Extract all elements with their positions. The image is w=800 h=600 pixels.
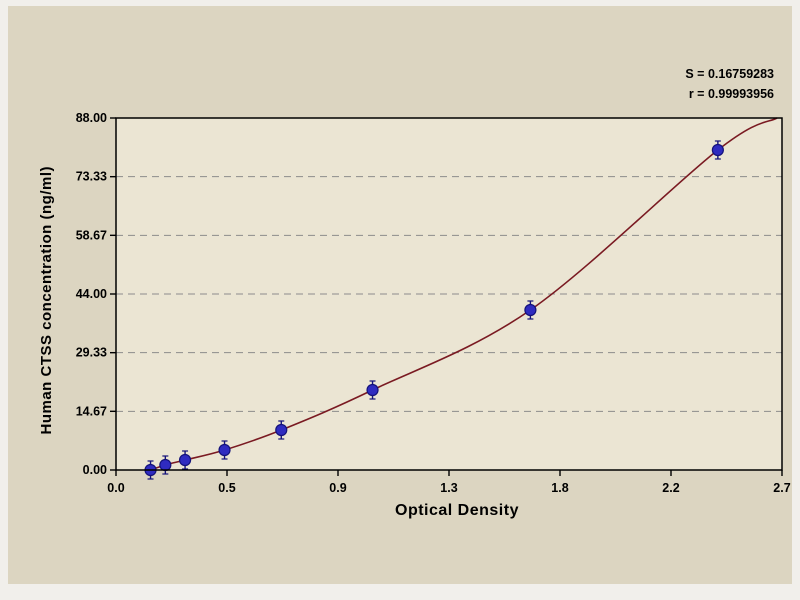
data-point — [178, 453, 192, 467]
data-point — [366, 383, 379, 397]
y-tick-label: 88.00 — [76, 111, 107, 125]
x-tick-label: 1.3 — [440, 481, 457, 495]
y-tick-label: 73.33 — [76, 170, 107, 184]
y-tick-label: 14.67 — [76, 404, 107, 418]
y-tick-label: 44.00 — [76, 287, 107, 301]
fit-curve — [150, 117, 778, 471]
fit-s-value: S = 0.16759283 — [685, 67, 774, 81]
chart-panel: 0.0 0.5 0.9 1.3 1.8 2.2 2.7 0.00 14.67 29.33 44.00… — [8, 6, 792, 584]
data-point — [159, 458, 172, 472]
data-point — [218, 443, 231, 457]
x-tick-label: 1.8 — [551, 481, 568, 495]
y-tick-label: 58.67 — [76, 228, 107, 242]
x-tick-label: 0.9 — [329, 481, 346, 495]
fit-r-value: r = 0.99993956 — [688, 87, 774, 101]
x-tick-label: 2.7 — [773, 481, 790, 495]
y-tick-label: 0.00 — [83, 463, 107, 477]
y-axis-title: Human CTSS concentration (ng/ml) — [37, 165, 55, 435]
fit-statistics: S = 0.16759283 r = 0.99993956 — [685, 64, 774, 104]
x-tick-label: 2.2 — [662, 481, 679, 495]
y-tick-label: 29.33 — [76, 346, 107, 360]
standard-curve-chart: 0.0 0.5 0.9 1.3 1.8 2.2 2.7 0.00 14.67 29.33 44.00… — [76, 111, 791, 495]
x-tick-label: 0.5 — [218, 481, 235, 495]
data-point — [711, 143, 724, 157]
x-axis-title: Optical Density — [395, 502, 519, 519]
y-axis-title-wrap: Human CTSS concentration (ng/ml) — [34, 124, 58, 476]
x-tick-label: 0.0 — [107, 481, 124, 495]
plot-border — [115, 117, 783, 471]
data-point — [524, 303, 537, 317]
data-point — [275, 423, 288, 437]
